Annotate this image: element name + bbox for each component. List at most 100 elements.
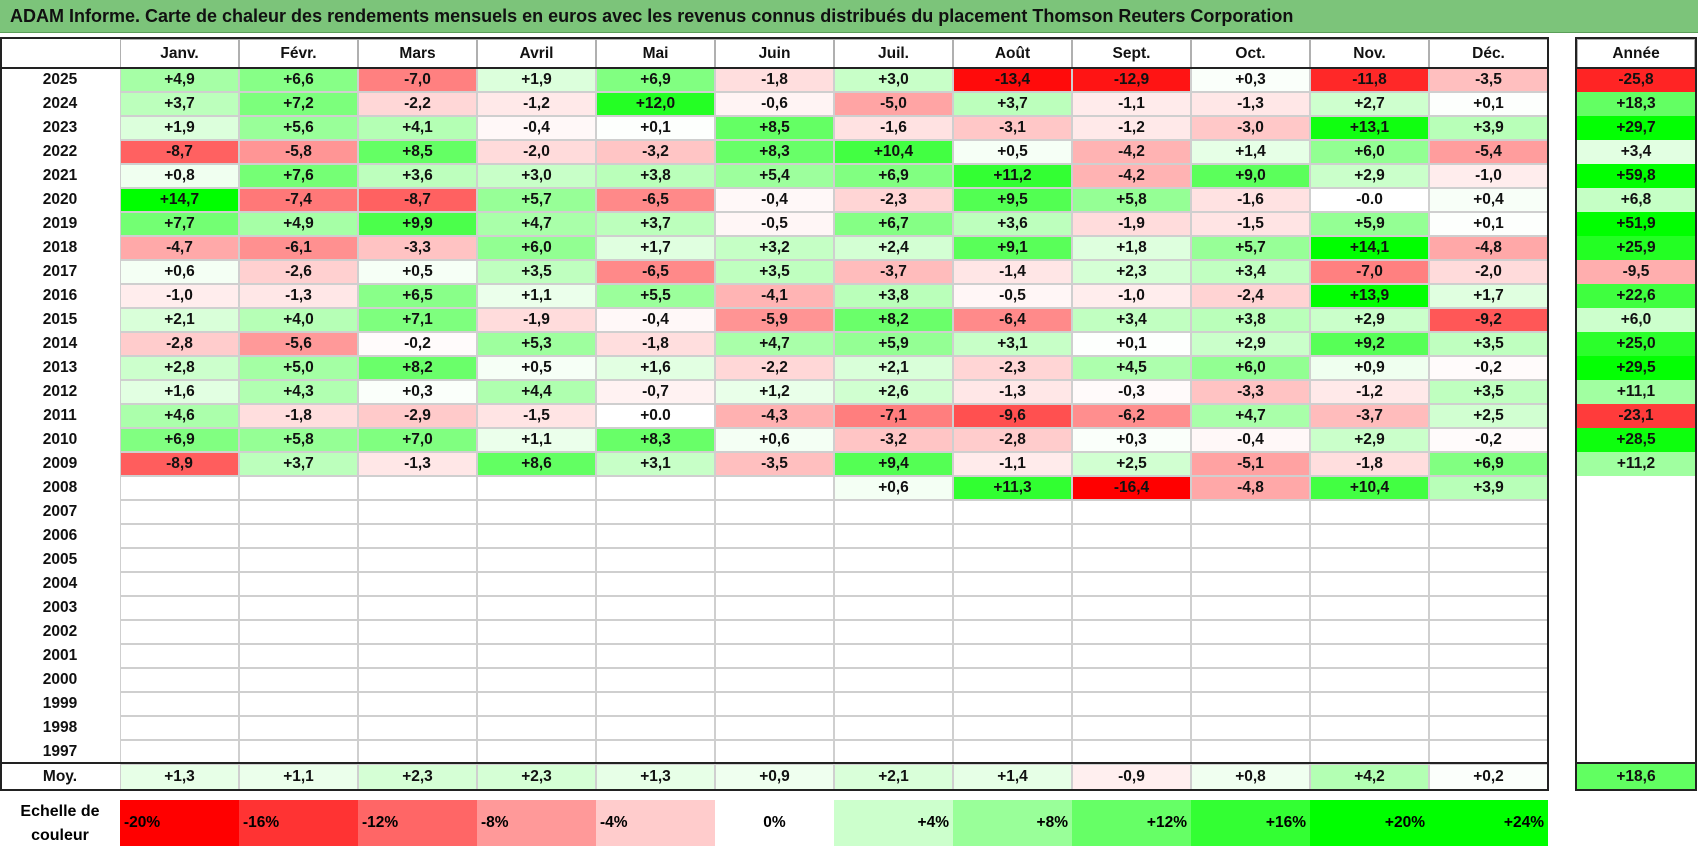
heatmap-cell: -5,1 [1191,452,1310,476]
heatmap-cell [1191,596,1310,620]
heatmap-cell: +10,4 [834,140,953,164]
heatmap-cell: -1,4 [953,260,1072,284]
heatmap-cell [953,620,1072,644]
heatmap-cell: +0,5 [953,140,1072,164]
annual-cell: +25,9 [1577,236,1695,260]
year-label: 2024 [42,95,78,112]
heatmap-cell [953,716,1072,740]
heatmap-cell: -8,9 [120,452,239,476]
heatmap-cell: +14,1 [1310,236,1429,260]
heatmap-cell: +3,5 [1429,380,1548,404]
heatmap-cell: +2,9 [1310,164,1429,188]
heatmap-cell [120,692,239,716]
month-header: Juil. [834,39,953,68]
heatmap-cell: -13,4 [953,68,1072,92]
heatmap-cell [358,476,477,500]
annual-cell: +25,0 [1577,332,1695,356]
heatmap-cell [120,668,239,692]
heatmap-cell [477,692,596,716]
heatmap-cell: +13,1 [1310,116,1429,140]
heatmap-cell [715,476,834,500]
heatmap-cell: -3,0 [1191,116,1310,140]
heatmap-cell [477,476,596,500]
heatmap-cell: -1,5 [1191,212,1310,236]
heatmap-cell: -5,9 [715,308,834,332]
heatmap-cell: -3,3 [358,236,477,260]
heatmap-cell: +3,9 [1429,116,1548,140]
month-header: Févr. [239,39,358,68]
heatmap-cell [477,548,596,572]
heatmap-cell: +0,5 [477,356,596,380]
heatmap-cell: +6,9 [120,428,239,452]
heatmap-cell [1310,548,1429,572]
year-label: 2015 [42,311,78,328]
heatmap-cell [1072,668,1191,692]
heatmap-cell: +5,8 [1072,188,1191,212]
heatmap-cell: +1,4 [1191,140,1310,164]
heatmap-cell: +6,0 [477,236,596,260]
heatmap-cell [715,548,834,572]
heatmap-cell [1310,692,1429,716]
color-scale-stop: -20% [120,800,239,846]
heatmap-cell [1072,620,1191,644]
heatmap-cell [715,596,834,620]
heatmap-cell: +1,1 [477,284,596,308]
heatmap-cell: -0,6 [715,92,834,116]
heatmap-cell [120,524,239,548]
average-cell: +1,3 [120,764,239,790]
heatmap-cell [596,596,715,620]
heatmap-cell [120,644,239,668]
heatmap-cell: -8,7 [358,188,477,212]
heatmap-cell: -1,2 [477,92,596,116]
color-scale-stop: +20% [1310,800,1429,846]
heatmap-cell: +0,1 [1429,92,1548,116]
heatmap-cell: +2,5 [1072,452,1191,476]
heatmap-cell: +0,1 [596,116,715,140]
heatmap-cell: +3,7 [239,452,358,476]
heatmap-cell: -6,1 [239,236,358,260]
heatmap-cell: -9,6 [953,404,1072,428]
heatmap-cell: -4,8 [1429,236,1548,260]
heatmap-cell [953,692,1072,716]
heatmap-cell [596,692,715,716]
heatmap-cell [1429,548,1548,572]
average-cell: +0,8 [1191,764,1310,790]
annual-cell: +6,0 [1577,308,1695,332]
annual-cell: +51,9 [1577,212,1695,236]
heatmap-cell: +4,7 [1191,404,1310,428]
heatmap-cell: +5,0 [239,356,358,380]
year-label: 2001 [42,647,78,664]
year-label: 2021 [42,167,78,184]
annual-cell [1577,740,1695,764]
heatmap-cell: +2,9 [1191,332,1310,356]
heatmap-cell: +2,4 [834,236,953,260]
heatmap-cell [1072,548,1191,572]
heatmap-cell [1191,692,1310,716]
heatmap-cell: +0,3 [358,380,477,404]
annual-cell [1577,692,1695,716]
heatmap-cell [358,572,477,596]
average-divider [0,762,1549,764]
heatmap-cell [477,572,596,596]
color-scale-stop: -8% [477,800,596,846]
heatmap-cell: +9,1 [953,236,1072,260]
heatmap-cell: -1,3 [1191,92,1310,116]
heatmap-cell: +3,8 [596,164,715,188]
year-label: 2004 [42,575,78,592]
heatmap-cell: -2,3 [834,188,953,212]
heatmap-cell: +4,7 [477,212,596,236]
heatmap-cell: +0.0 [596,404,715,428]
heatmap-cell [834,740,953,764]
year-label: 2023 [42,119,78,136]
heatmap-cell: -0,3 [1072,380,1191,404]
heatmap-cell: +11,2 [953,164,1072,188]
heatmap-cell: +7,2 [239,92,358,116]
heatmap-cell [239,620,358,644]
heatmap-cell: +4,5 [1072,356,1191,380]
heatmap-cell: +4,6 [120,404,239,428]
heatmap-cell [1072,740,1191,764]
heatmap-cell [1310,572,1429,596]
year-label: 2019 [42,215,78,232]
heatmap-cell [1191,548,1310,572]
annual-cell: +29,7 [1577,116,1695,140]
